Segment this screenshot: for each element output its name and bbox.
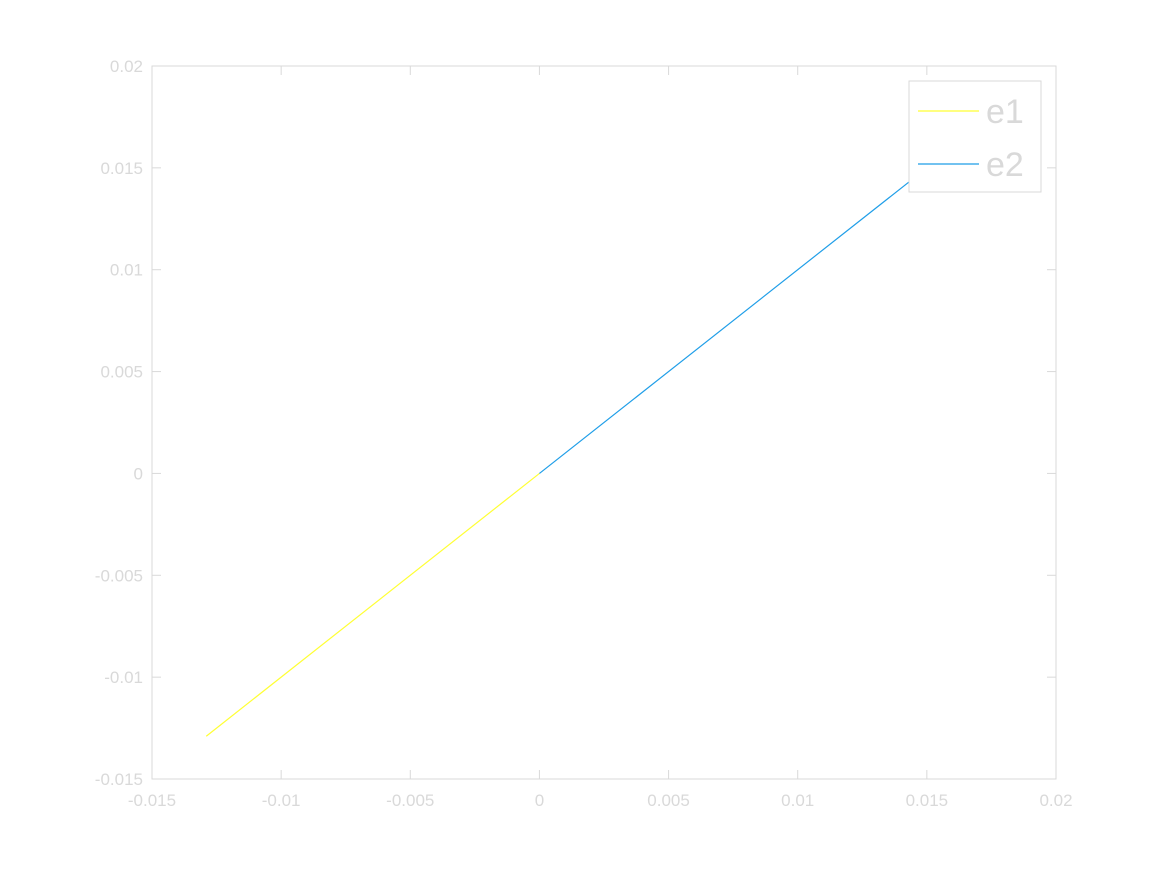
x-tick-label: 0.005 — [647, 791, 690, 810]
y-tick-label: -0.015 — [95, 770, 143, 789]
legend-box — [908, 80, 1042, 193]
x-tick-label: 0 — [535, 791, 544, 810]
legend-label-e1: e1 — [986, 93, 1024, 131]
series-line-e1 — [205, 472, 540, 737]
y-tick-label: 0.005 — [100, 363, 143, 382]
y-axis: -0.015 -0.01 -0.005 0 0.005 0.01 0.015 0.02 — [95, 57, 1056, 789]
x-tick-label: -0.005 — [386, 791, 434, 810]
x-tick-label: -0.015 — [128, 791, 176, 810]
x-tick-label: 0.01 — [781, 791, 814, 810]
x-axis: -0.015 -0.01 -0.005 0 0.005 0.01 0.015 0.02 — [128, 66, 1073, 810]
y-tick-label: 0.015 — [100, 159, 143, 178]
series-layer — [205, 157, 941, 737]
x-tick-label: 0.015 — [906, 791, 949, 810]
legend-label-e2: e2 — [986, 146, 1024, 184]
y-tick-label: 0.01 — [110, 261, 143, 280]
axes-box — [151, 65, 1057, 780]
y-tick-label: 0.02 — [110, 57, 143, 76]
plot-area — [151, 65, 1057, 780]
x-tick-label: -0.01 — [262, 791, 301, 810]
y-tick-label: 0 — [134, 464, 143, 483]
y-tick-label: -0.005 — [95, 566, 143, 585]
x-tick-label: 0.02 — [1039, 791, 1072, 810]
y-tick-label: -0.01 — [104, 668, 143, 687]
series-line-e2 — [539, 157, 941, 474]
